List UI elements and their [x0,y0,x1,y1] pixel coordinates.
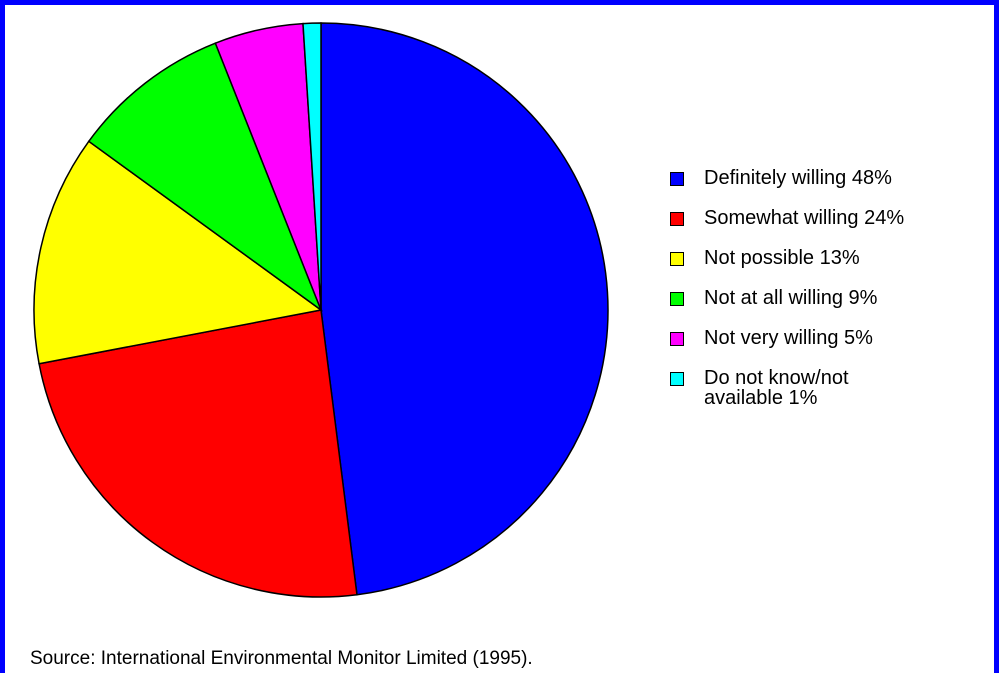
pie-slice [320,22,609,596]
legend-value: 48% [851,167,892,189]
legend-swatch [670,252,684,266]
legend-item: Definitely willing 48% [668,168,918,188]
legend-swatch [670,292,684,306]
legend-value: 13% [819,247,860,269]
legend-item: Not at all willing 9% [668,288,918,308]
legend-label: Not very willing [704,327,839,349]
legend-label: Not possible [704,247,815,269]
pie-slice [302,22,322,311]
legend-swatch [670,172,684,186]
legend-item: Somewhat willing 24% [668,208,918,228]
frame-top [0,0,999,5]
pie-slice [87,42,323,313]
legend-value: 1% [788,387,818,409]
legend-item: Not possible 13% [668,248,918,268]
legend-value: 5% [844,327,873,349]
legend-label: Not at all willing [704,287,843,309]
legend-label: Somewhat willing [704,207,859,229]
legend-swatch [670,212,684,226]
legend-swatch [670,332,684,346]
pie-slice [38,309,358,598]
legend-item: Not very willing 5% [668,328,918,348]
legend-label: Definitely willing [704,167,847,189]
legend-value: 24% [864,207,905,229]
legend-item: Do not know/not available 1% [668,368,918,408]
legend-swatch [670,372,684,386]
source-note: Source: International Environmental Moni… [30,648,533,669]
frame-right [994,0,999,673]
legend: Definitely willing 48% Somewhat willing 2… [668,168,918,428]
legend-value: 9% [848,287,878,309]
pie-slice [33,140,323,365]
legend-label: Do not know/not available [704,367,849,409]
frame-left [0,0,5,673]
